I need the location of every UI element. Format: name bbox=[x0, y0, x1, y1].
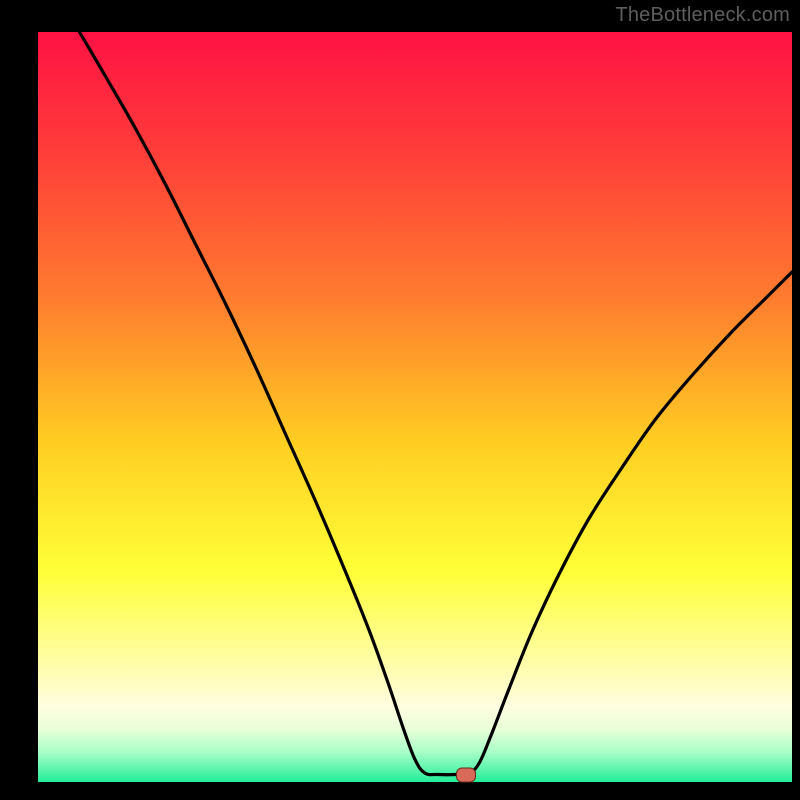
optimum-marker bbox=[456, 767, 476, 782]
plot-area bbox=[38, 32, 792, 782]
bottleneck-curve bbox=[38, 32, 792, 782]
watermark-label: TheBottleneck.com bbox=[615, 4, 790, 27]
chart-frame: TheBottleneck.com bbox=[0, 0, 800, 800]
